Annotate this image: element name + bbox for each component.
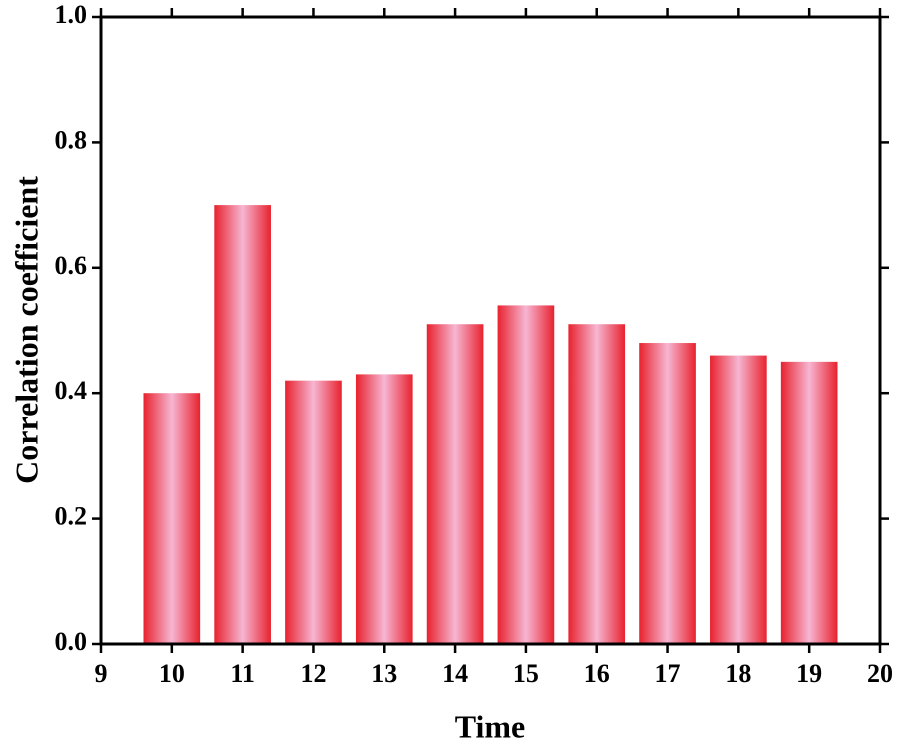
bar xyxy=(214,205,271,644)
bar xyxy=(639,343,696,644)
y-tick-label: 1.0 xyxy=(55,0,88,29)
bar xyxy=(285,380,342,644)
bar xyxy=(426,324,484,644)
plot-frame xyxy=(99,15,882,646)
bar xyxy=(355,374,413,644)
x-tick-label: 18 xyxy=(725,659,751,688)
x-tick-label: 15 xyxy=(513,659,539,688)
y-tick-label: 0.2 xyxy=(55,502,88,531)
y-tick-label: 0.8 xyxy=(55,125,88,154)
x-tick-label: 19 xyxy=(796,659,822,688)
x-axis-label: Time xyxy=(455,708,526,744)
x-tick-label: 17 xyxy=(655,659,681,688)
y-axis-label: Correlation coefficient xyxy=(8,176,44,484)
x-tick-label: 12 xyxy=(300,659,326,688)
x-tick-label: 20 xyxy=(867,659,893,688)
bar xyxy=(780,361,838,644)
x-tick-label: 11 xyxy=(230,659,255,688)
y-tick-label: 0.0 xyxy=(55,627,88,656)
bar xyxy=(143,393,201,644)
y-tick-label: 0.6 xyxy=(55,251,88,280)
x-tick-label: 14 xyxy=(442,659,468,688)
x-tick-label: 16 xyxy=(584,659,610,688)
y-tick-label: 0.4 xyxy=(55,376,88,405)
bar xyxy=(568,324,626,644)
bar xyxy=(710,355,767,644)
bar xyxy=(497,305,555,644)
x-tick-label: 10 xyxy=(159,659,185,688)
x-tick-label: 9 xyxy=(95,659,108,688)
x-tick-label: 13 xyxy=(371,659,397,688)
